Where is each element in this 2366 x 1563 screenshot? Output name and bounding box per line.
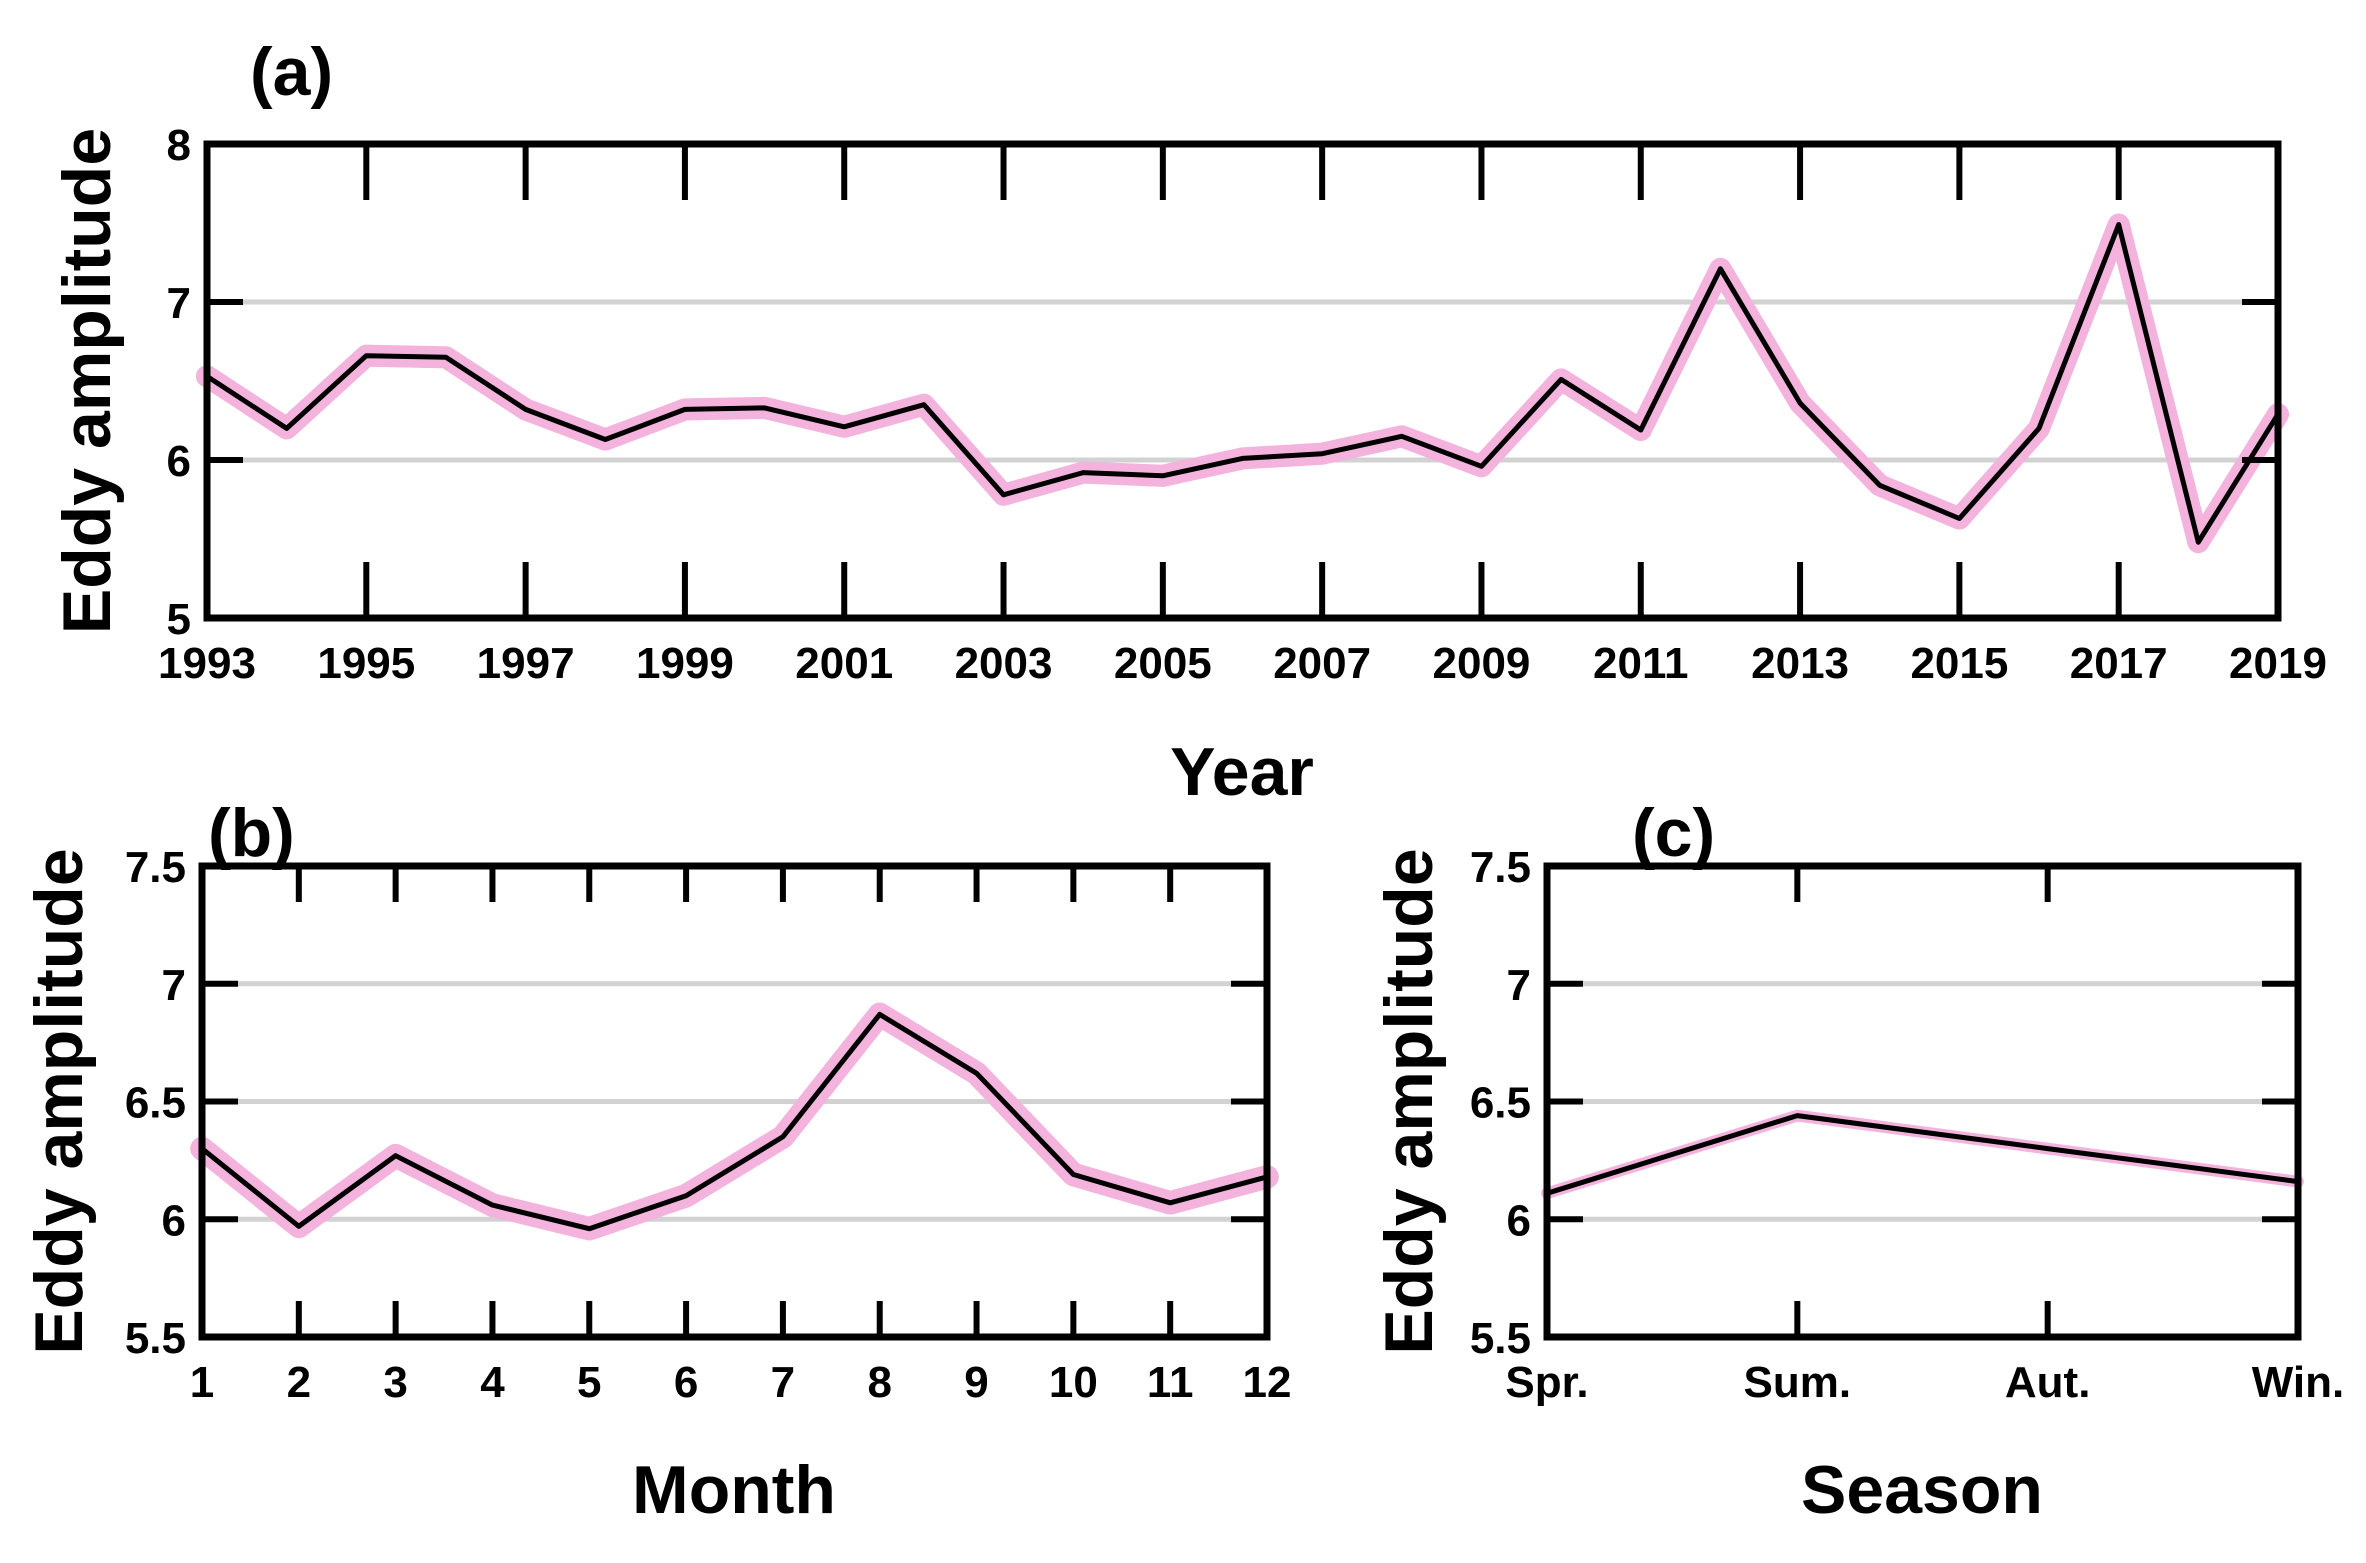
y-tick-label: 6 xyxy=(162,1196,186,1245)
x-tick-label: 5 xyxy=(577,1358,601,1407)
x-tick-label: 2015 xyxy=(1910,639,2008,688)
x-tick-label: Aut. xyxy=(2005,1358,2091,1407)
x-tick-label: 2007 xyxy=(1273,639,1371,688)
y-tick-label: 6.5 xyxy=(125,1079,186,1128)
x-tick-label: 10 xyxy=(1049,1358,1098,1407)
y-tick-label: 6.5 xyxy=(1470,1079,1531,1128)
x-tick-label: 2009 xyxy=(1433,639,1531,688)
x-tick-label: Sum. xyxy=(1744,1358,1852,1407)
x-tick-label: 1993 xyxy=(158,639,256,688)
y-tick-label: 5 xyxy=(167,595,191,644)
x-tick-label: 9 xyxy=(964,1358,988,1407)
panel-label: (c) xyxy=(1632,795,1715,871)
y-tick-label: 7.5 xyxy=(125,843,186,892)
y-tick-label: 5.5 xyxy=(125,1314,186,1363)
x-tick-label: 8 xyxy=(867,1358,891,1407)
x-tick-label: 2019 xyxy=(2229,639,2327,688)
x-tick-label: 11 xyxy=(1147,1358,1194,1407)
y-tick-label: 8 xyxy=(167,121,191,170)
x-tick-label: 1999 xyxy=(636,639,734,688)
x-axis-title: Year xyxy=(1170,734,1314,810)
panel-label: (a) xyxy=(250,34,333,110)
y-tick-label: 7 xyxy=(162,961,186,1010)
x-tick-label: 2001 xyxy=(795,639,893,688)
y-axis-title: Eddy amplitude xyxy=(49,128,125,634)
y-tick-label: 7 xyxy=(1507,961,1531,1010)
panel-label: (b) xyxy=(208,795,295,871)
y-tick-label: 7.5 xyxy=(1470,843,1531,892)
x-tick-label: 1995 xyxy=(317,639,415,688)
x-tick-label: 2017 xyxy=(2070,639,2168,688)
x-tick-label: 2003 xyxy=(955,639,1053,688)
x-tick-label: 1997 xyxy=(477,639,575,688)
y-tick-label: 6 xyxy=(167,437,191,486)
uncertainty-band xyxy=(1541,1109,2304,1200)
x-tick-label: Win. xyxy=(2252,1358,2344,1407)
x-tick-label: 7 xyxy=(771,1358,795,1407)
x-tick-label: 4 xyxy=(480,1358,505,1407)
x-tick-label: 2013 xyxy=(1751,639,1849,688)
x-tick-label: 2011 xyxy=(1593,639,1688,688)
x-tick-label: 2005 xyxy=(1114,639,1212,688)
y-tick-label: 7 xyxy=(167,279,191,328)
series-line xyxy=(199,1011,1270,1232)
x-axis-title: Season xyxy=(1801,1452,2043,1528)
uncertainty-band xyxy=(190,1002,1279,1241)
panel-c: Spr. Sum. Aut. Win. 5.5 6 6.5 7 7.5 Season Eddy am… xyxy=(1371,795,2344,1528)
series-line xyxy=(1544,1113,2301,1196)
x-tick-label: 1 xyxy=(190,1358,214,1407)
x-tick-label: 6 xyxy=(674,1358,698,1407)
x-tick-label: 12 xyxy=(1243,1358,1292,1407)
y-tick-label: 6 xyxy=(1507,1196,1531,1245)
x-tick-label: 3 xyxy=(383,1358,407,1407)
y-axis-title: Eddy amplitude xyxy=(1371,848,1447,1354)
x-tick-label: Spr. xyxy=(1505,1358,1588,1407)
panel-a: 1993 1995 1997 1999 2001 2003 2005 2007 2009 2011… xyxy=(49,34,2327,810)
x-tick-label: 2 xyxy=(287,1358,311,1407)
y-tick-label: 5.5 xyxy=(1470,1314,1531,1363)
uncertainty-band xyxy=(195,213,2290,554)
y-axis-title: Eddy amplitude xyxy=(21,848,97,1354)
plot-frame xyxy=(203,140,2282,622)
x-axis-title: Month xyxy=(632,1452,836,1528)
